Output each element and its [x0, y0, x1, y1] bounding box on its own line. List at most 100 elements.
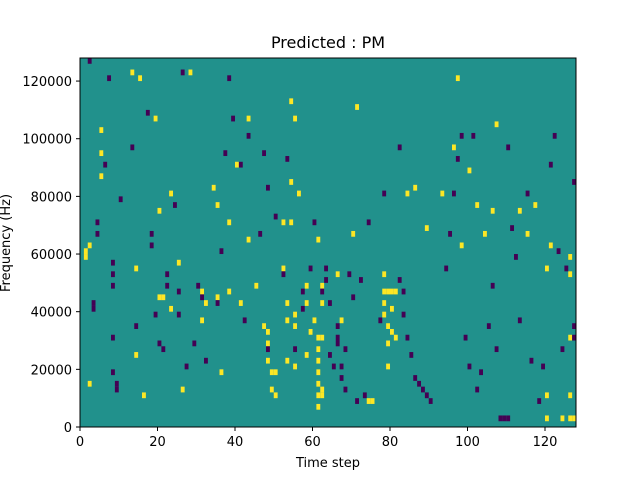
x-axis: 0 20 40 60 80 100 120	[76, 427, 558, 450]
heatmap-cell-high	[273, 392, 278, 399]
heatmap-cell-high	[390, 328, 394, 335]
heatmap-cell-low	[448, 230, 453, 237]
heatmap-cell-high	[227, 219, 232, 226]
heatmap-cell-low	[397, 144, 402, 151]
heatmap-cell-low	[498, 415, 503, 422]
heatmap-cell-low	[165, 282, 170, 289]
heatmap-cell-high	[304, 352, 309, 358]
heatmap-cell-low	[548, 161, 553, 168]
heatmap-cell-low	[494, 346, 499, 353]
heatmap-cell-high	[99, 127, 104, 133]
x-tick-label: 20	[149, 435, 166, 450]
heatmap-cell-low	[347, 271, 352, 278]
heatmap-cell-low	[424, 392, 429, 399]
heatmap-cell-low	[192, 340, 197, 347]
heatmap-cell-high	[386, 340, 391, 347]
heatmap-cell-low	[343, 386, 348, 393]
heatmap-cell-high	[545, 392, 549, 399]
heatmap-cell-low	[262, 150, 267, 157]
heatmap-cell-high	[351, 230, 356, 237]
y-tick-label: 100000	[22, 133, 72, 148]
heatmap-cell-high	[304, 300, 309, 306]
heatmap-cell-low	[405, 334, 410, 341]
heatmap-cell-low	[114, 386, 119, 393]
heatmap-cell-low	[95, 230, 100, 237]
heatmap-cell-high	[459, 242, 464, 249]
heatmap-cell-low	[103, 161, 108, 168]
heatmap-cell-low	[227, 75, 232, 82]
heatmap-cell-high	[525, 230, 530, 237]
heatmap-cell-low	[401, 288, 406, 295]
heatmap-cell-high	[382, 300, 387, 306]
heatmap-cell-low	[328, 300, 332, 306]
heatmap-cell-high	[293, 311, 298, 318]
heatmap-cell-high	[262, 323, 267, 329]
heatmap-cell-low	[378, 317, 383, 324]
heatmap-cell-high	[316, 357, 321, 364]
heatmap-cell-low	[475, 386, 480, 393]
heatmap-cell-high	[545, 415, 549, 422]
heatmap-cell-low	[343, 346, 348, 353]
heatmap-cell-high	[304, 282, 309, 289]
heatmap-cell-high	[293, 323, 298, 329]
heatmap-cell-low	[266, 184, 270, 191]
heatmap-cell-high	[204, 300, 208, 306]
heatmap-cell-low	[564, 265, 569, 272]
heatmap-cell-low	[335, 323, 340, 329]
heatmap-cell-high	[335, 271, 340, 278]
heatmap-cell-high	[83, 254, 88, 260]
heatmap-cell-low	[560, 346, 565, 353]
heatmap-cell-low	[95, 219, 100, 226]
heatmap-cell-low	[320, 288, 325, 295]
heatmap-cell-low	[153, 311, 158, 318]
heatmap-cell-low	[362, 392, 367, 399]
heatmap-cell-low	[572, 323, 577, 329]
heatmap-cell-low	[118, 196, 123, 203]
heatmap-cell-low	[145, 109, 150, 116]
heatmap-cell-high	[568, 271, 573, 278]
heatmap-cell-high	[281, 219, 286, 226]
heatmap-cell-low	[300, 305, 305, 312]
heatmap-cell-low	[196, 282, 201, 289]
heatmap-cell-high	[545, 265, 549, 272]
heatmap-cell-high	[227, 288, 232, 295]
heatmap-cells	[83, 58, 577, 422]
heatmap-cell-low	[285, 156, 290, 162]
heatmap-cell-high	[355, 104, 360, 110]
heatmap-cell-high	[266, 357, 270, 364]
chart-title: Predicted : PM	[271, 33, 385, 52]
heatmap-cell-high	[169, 305, 174, 312]
plot-frame	[79, 57, 577, 428]
heatmap-cell-high	[188, 69, 193, 76]
heatmap-cell-high	[289, 98, 294, 105]
heatmap-cell-high	[316, 403, 321, 410]
heatmap-cell-high	[219, 369, 224, 376]
plot-area	[79, 57, 577, 428]
heatmap-cell-high	[138, 75, 143, 82]
heatmap-cell-high	[246, 115, 251, 122]
heatmap-cell-low	[204, 357, 208, 364]
heatmap-cell-low	[556, 248, 561, 255]
heatmap-cell-high	[153, 115, 158, 122]
y-axis: 0 20000 40000 60000 80000 100000 120000	[22, 75, 80, 436]
heatmap-cell-high	[483, 230, 487, 237]
heatmap-cell-high	[316, 236, 321, 243]
heatmap-cell-low	[417, 380, 422, 387]
y-tick-label: 60000	[31, 248, 72, 263]
heatmap-cell-high	[316, 334, 321, 341]
x-tick-label: 120	[533, 435, 558, 450]
heatmap-cell-high	[339, 317, 344, 324]
heatmap-cell-low	[572, 179, 577, 185]
heatmap-cell-low	[324, 265, 329, 272]
heatmap-cell-low	[506, 415, 511, 422]
y-tick-label: 20000	[31, 363, 72, 378]
heatmap-cell-high	[285, 300, 290, 306]
heatmap-cell-high	[424, 225, 429, 231]
heatmap-cell-low	[541, 363, 546, 370]
heatmap-cell-high	[320, 392, 325, 399]
heatmap-cell-low	[308, 265, 313, 272]
heatmap-cell-high	[475, 202, 480, 208]
heatmap-cell-high	[320, 282, 325, 289]
heatmap-cell-high	[235, 161, 239, 168]
heatmap-cell-low	[339, 363, 344, 370]
